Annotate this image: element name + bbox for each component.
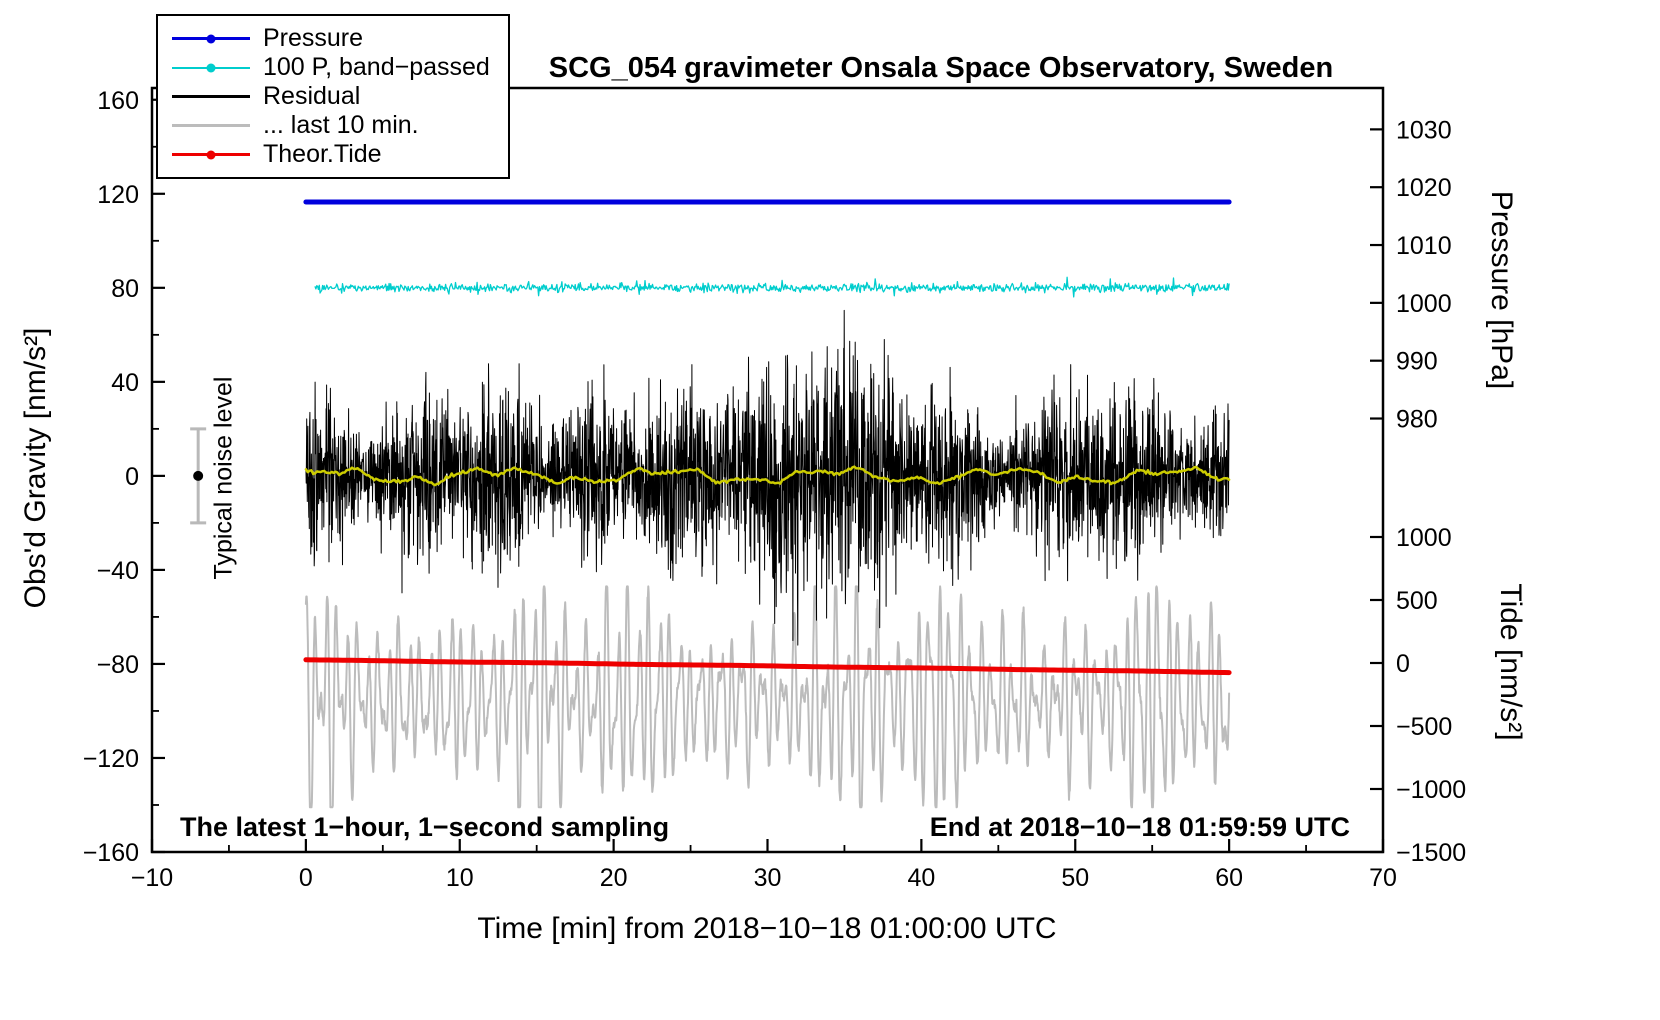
x-tick-label: 60	[1215, 864, 1243, 892]
legend-line-sample	[172, 63, 250, 72]
gravity-tick-label: 80	[111, 275, 139, 303]
y-axis-label-pressure: Pressure [hPa]	[1485, 190, 1518, 390]
x-tick-label: 30	[754, 864, 782, 892]
tide-tick-label: −1500	[1396, 839, 1466, 867]
pressure-tick-label: 980	[1396, 406, 1438, 434]
chart-title: SCG_054 gravimeter Onsala Space Observat…	[548, 52, 1334, 84]
legend-dot-marker	[206, 34, 216, 43]
x-tick-label: 20	[600, 864, 628, 892]
annotation-sampling: The latest 1−hour, 1−second sampling	[180, 812, 670, 842]
series-last_10_min	[304, 585, 1231, 809]
series-theor_tide	[303, 657, 1232, 676]
pressure-tick-label: 1000	[1396, 290, 1452, 318]
x-axis-label: Time [min] from 2018−10−18 01:00:00 UTC	[477, 912, 1057, 945]
x-tick-label: 10	[446, 864, 474, 892]
pressure-tick-label: 1030	[1396, 116, 1452, 144]
legend-item: ... last 10 min.	[172, 111, 494, 140]
annotation-end-time: End at 2018−10−18 01:59:59 UTC	[929, 812, 1350, 842]
legend-item: Pressure	[172, 24, 494, 53]
series-band_passed	[314, 276, 1230, 298]
tide-tick-label: −500	[1396, 713, 1452, 741]
legend-label: Theor.Tide	[263, 140, 382, 168]
tide-tick-label: 0	[1396, 650, 1410, 678]
legend-dot-marker	[206, 63, 216, 72]
y-axis-label-tide: Tide [nm/s²]	[1494, 583, 1527, 741]
series-residual_smoothed	[304, 465, 1231, 487]
gravity-tick-label: −80	[97, 651, 139, 679]
plot-area	[303, 199, 1232, 809]
x-tick-label: 0	[299, 864, 313, 892]
gravity-tick-label: −160	[83, 839, 139, 867]
x-tick-label: 70	[1369, 864, 1397, 892]
legend-line-sample	[172, 150, 250, 159]
legend-dot-marker	[206, 150, 216, 159]
pressure-tick-label: 990	[1396, 348, 1438, 376]
legend: Pressure 100 P, band−passed Residual... la…	[156, 14, 510, 179]
legend-line-sample	[172, 95, 250, 98]
x-tick-label: −10	[131, 864, 173, 892]
gravity-tick-label: 160	[97, 87, 139, 115]
legend-label: ... last 10 min.	[263, 111, 419, 139]
gravity-tick-label: −120	[83, 745, 139, 773]
legend-item: Theor.Tide	[172, 140, 494, 169]
tide-tick-label: −1000	[1396, 776, 1466, 804]
legend-item: 100 P, band−passed	[172, 53, 494, 82]
series-residual	[305, 309, 1230, 646]
legend-item: Residual	[172, 82, 494, 111]
x-tick-label: 40	[907, 864, 935, 892]
pressure-tick-label: 1010	[1396, 232, 1452, 260]
x-tick-label: 50	[1061, 864, 1089, 892]
noise-marker-dot	[193, 470, 204, 481]
gravity-tick-label: 40	[111, 369, 139, 397]
legend-label: Pressure	[263, 24, 364, 52]
tide-tick-label: 500	[1396, 587, 1438, 615]
tide-tick-label: 1000	[1396, 524, 1452, 552]
noise-level-label: Typical noise level	[209, 376, 238, 580]
legend-line-sample	[172, 34, 250, 43]
legend-label: Residual	[263, 82, 361, 110]
gravity-tick-label: 120	[97, 181, 139, 209]
gravity-tick-label: −40	[97, 557, 139, 585]
y-axis-label-gravity: Obs'd Gravity [nm/s²]	[19, 327, 52, 609]
legend-label: 100 P, band−passed	[263, 53, 490, 81]
pressure-tick-label: 1020	[1396, 174, 1452, 202]
legend-line-sample	[172, 124, 250, 127]
gravity-tick-label: 0	[125, 463, 139, 491]
